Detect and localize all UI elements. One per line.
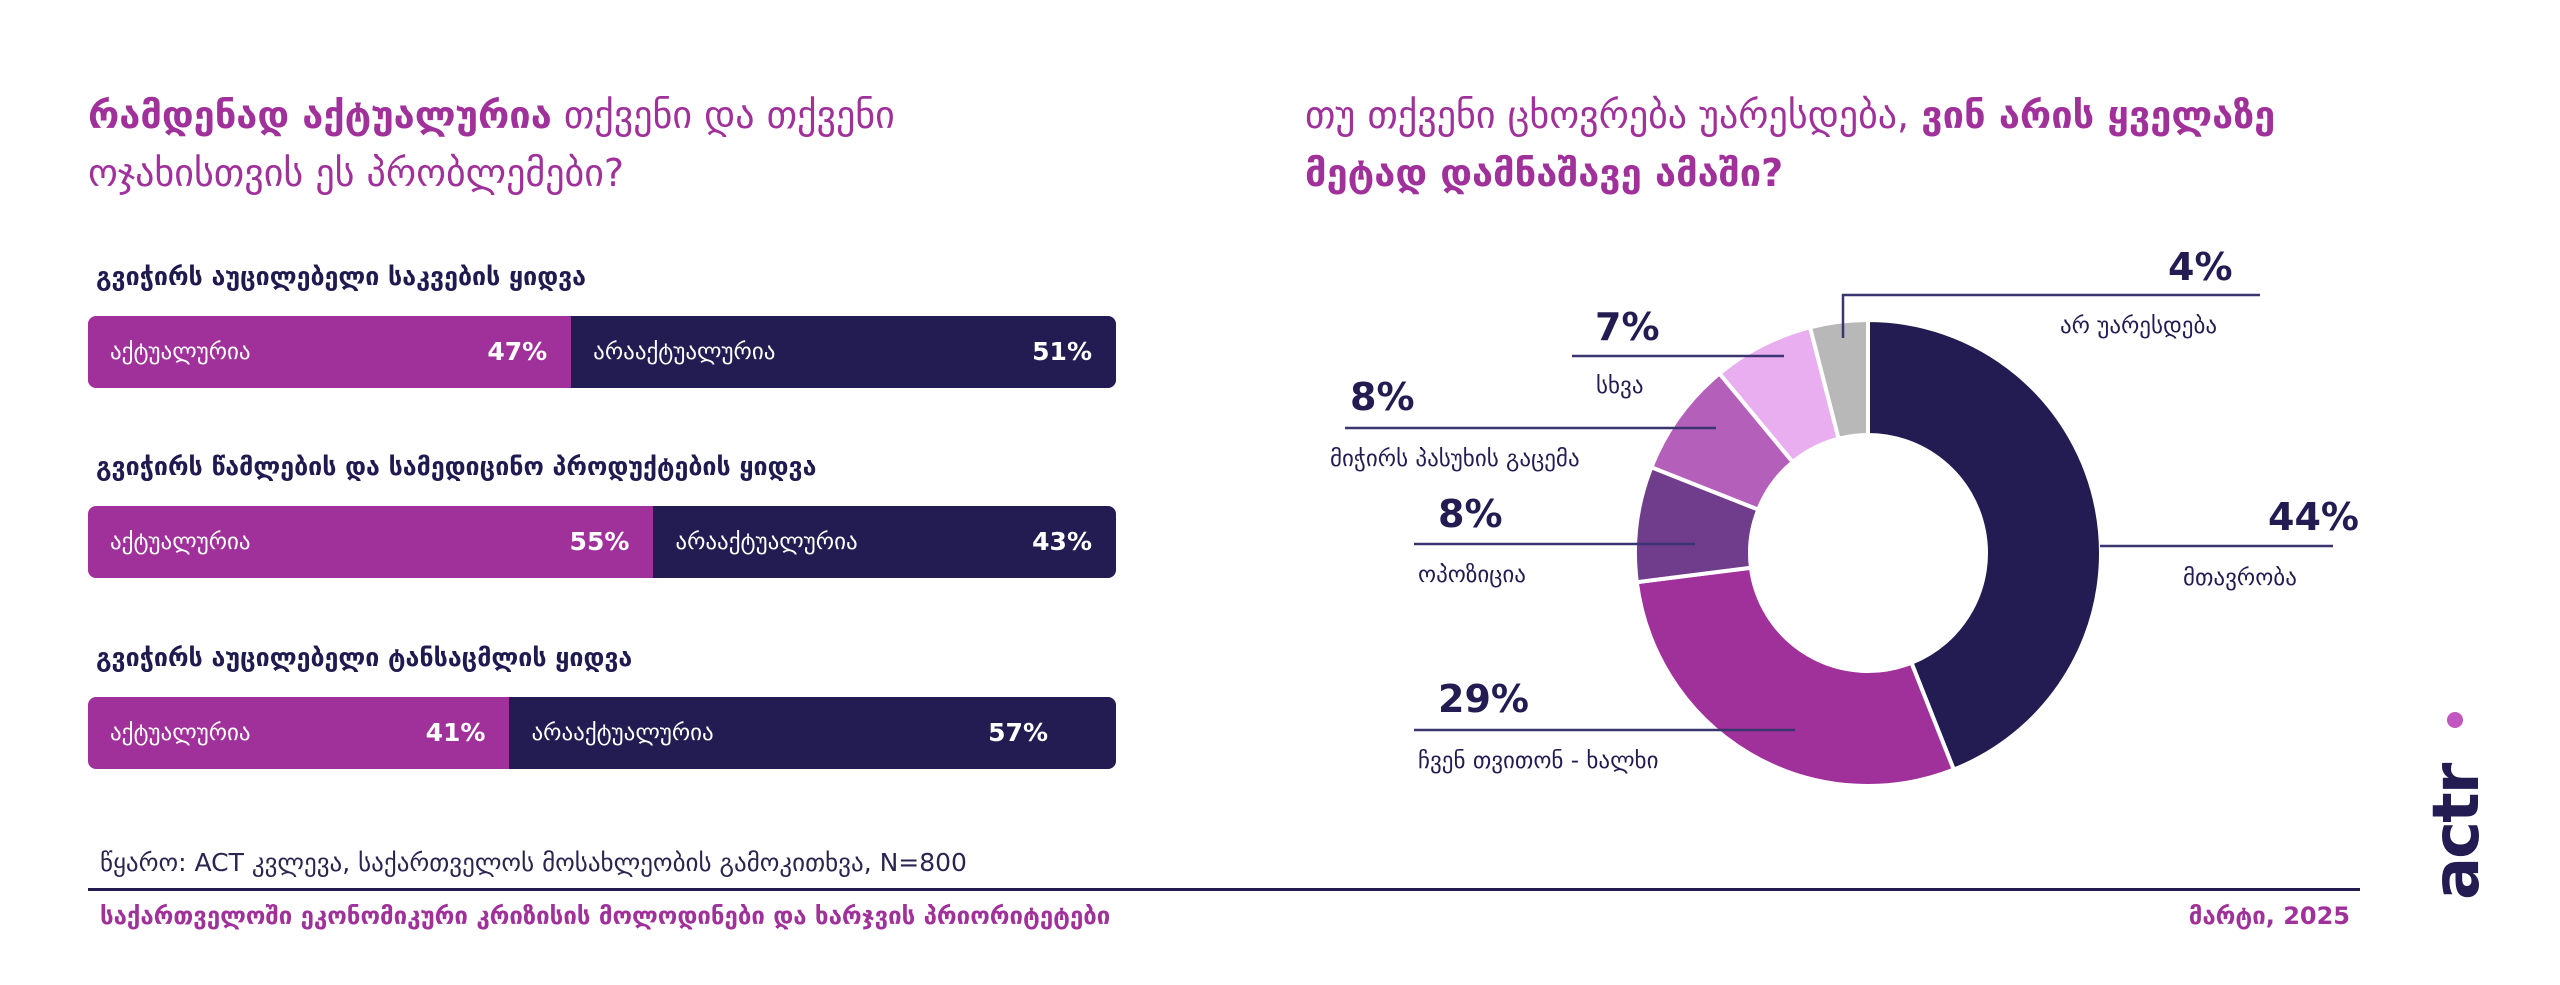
bar-segment-relevant: აქტუალურია 55% bbox=[88, 506, 654, 578]
left-chart-title: რამდენად აქტუალურია თქვენი და თქვენი ოჯა… bbox=[88, 86, 1088, 202]
bar-value-label: 41% bbox=[425, 718, 486, 747]
donut-slice bbox=[1807, 317, 1870, 442]
slice-category-label: სხვა bbox=[1596, 373, 1644, 399]
bar-row-food: აქტუალურია 47% არააქტუალურია 51% bbox=[88, 316, 1116, 388]
bar-segment-not-relevant: არააქტუალურია 51% bbox=[571, 316, 1116, 388]
bar-value-label: 55% bbox=[569, 527, 630, 556]
donut-slice bbox=[1634, 565, 1957, 788]
logo-dot bbox=[2447, 712, 2463, 728]
right-chart-title: თუ თქვენი ცხოვრება უარესდება, ვინ არის ყ… bbox=[1305, 86, 2405, 202]
bar-segment-label: აქტუალურია bbox=[110, 529, 251, 555]
bar-value-label: 43% bbox=[1032, 527, 1092, 556]
slice-category-label: მთავრობა bbox=[2183, 565, 2297, 591]
act-logo: actr bbox=[2420, 764, 2494, 900]
question-label-medicine: გვიჭირს წამლების და სამედიცინო პროდუქტებ… bbox=[96, 452, 817, 481]
bar-segment-relevant: აქტუალურია 41% bbox=[88, 697, 510, 769]
footer-divider bbox=[88, 888, 2360, 891]
left-title-rest: თქვენი და თქვენი ოჯახისთვის ეს პრობლემებ… bbox=[88, 93, 895, 195]
slice-category-label: ოპოზიცია bbox=[1418, 562, 1526, 588]
bar-value-label: 51% bbox=[1032, 337, 1092, 366]
bar-row-clothing: აქტუალურია 41% არააქტუალურია 57% bbox=[88, 697, 1116, 769]
bar-row-medicine: აქტუალურია 55% არააქტუალურია 43% bbox=[88, 506, 1116, 578]
bar-segment-relevant: აქტუალურია 47% bbox=[88, 316, 572, 388]
right-title-bold: ვინ არის ყველაზე მეტად დამნაშავე ამაში? bbox=[1305, 93, 2276, 195]
slice-category-label: მიჭირს პასუხის გაცემა bbox=[1330, 446, 1580, 472]
slice-percent-label: 29% bbox=[1438, 677, 1529, 721]
donut-slice bbox=[1866, 317, 2103, 773]
footer-title: საქართველოში ეკონომიკური კრიზისის მოლოდი… bbox=[100, 902, 1111, 930]
bar-segment-label: აქტუალურია bbox=[110, 720, 251, 746]
bar-segment-label: არააქტუალურია bbox=[531, 720, 714, 746]
left-title-bold: რამდენად აქტუალურია bbox=[88, 93, 552, 137]
slice-category-label: არ უარესდება bbox=[2060, 313, 2217, 339]
bar-value-label: 47% bbox=[487, 337, 548, 366]
bar-segment-not-relevant: არააქტუალურია 57% bbox=[509, 697, 1116, 769]
question-label-food: გვიჭირს აუცილებელი საკვების ყიდვა bbox=[96, 262, 587, 291]
slice-percent-label: 44% bbox=[2268, 495, 2359, 539]
slice-percent-label: 8% bbox=[1438, 492, 1503, 536]
bar-segment-label: არააქტუალურია bbox=[593, 339, 776, 365]
question-label-clothing: გვიჭირს აუცილებელი ტანსაცმლის ყიდვა bbox=[96, 643, 633, 672]
slice-percent-label: 7% bbox=[1595, 305, 1660, 349]
bar-segment-label: აქტუალურია bbox=[110, 339, 251, 365]
leader-line bbox=[1841, 293, 2260, 338]
footer-date: მარტი, 2025 bbox=[2188, 902, 2350, 930]
bar-segment-not-relevant: არააქტუალურია 43% bbox=[653, 506, 1116, 578]
right-title-rest: თუ თქვენი ცხოვრება უარესდება, bbox=[1305, 93, 1922, 137]
bar-value-label: 57% bbox=[988, 718, 1048, 747]
slice-percent-label: 8% bbox=[1350, 375, 1415, 419]
bar-segment-label: არააქტუალურია bbox=[675, 529, 858, 555]
source-note: წყარო: ACT კვლევა, საქართველოს მოსახლეობ… bbox=[100, 848, 967, 877]
slice-percent-label: 4% bbox=[2168, 245, 2233, 289]
slice-category-label: ჩვენ თვითონ - ხალხი bbox=[1418, 748, 1658, 774]
